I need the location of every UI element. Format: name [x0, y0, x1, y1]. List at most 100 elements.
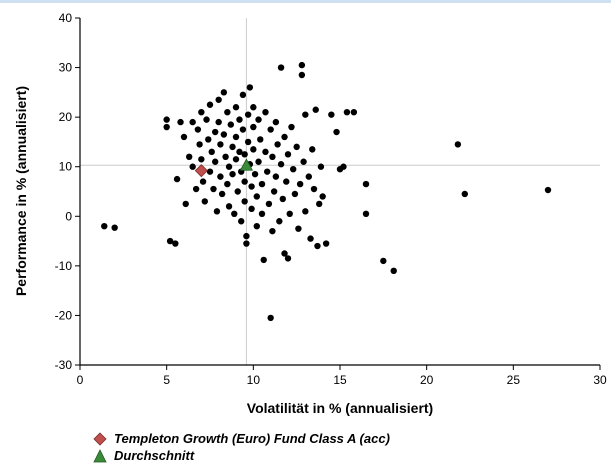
scatter-point: [194, 126, 202, 133]
x-tick-label: 0: [77, 373, 84, 387]
scatter-point: [269, 153, 276, 160]
scatter-point: [224, 108, 231, 116]
scatter-chart: 0 5 10 15 20 25 30 -30 -20 -10 0 10 20 30 40 Volatilit…: [13, 11, 607, 416]
scatter-point: [272, 173, 280, 180]
scatter-point: [212, 128, 219, 136]
scatter-point: [277, 64, 285, 71]
scatter-point: [284, 151, 292, 158]
scatter-point: [284, 255, 292, 262]
scatter-point: [180, 133, 188, 141]
scatter-point: [291, 190, 299, 198]
scatter-point: [298, 61, 306, 69]
tick-labels: 0 5 10 15 20 25 30 -30 -20 -10 0 10 20 30 40: [55, 11, 607, 387]
scatter-point: [390, 267, 397, 275]
scatter-point: [300, 158, 307, 165]
scatter-point: [267, 314, 274, 322]
scatter-point: [333, 128, 340, 136]
scatter-point: [241, 178, 248, 185]
scatter-point: [201, 198, 208, 205]
scatter-point: [316, 200, 323, 208]
scatter-point: [302, 111, 309, 118]
scatter-point: [236, 148, 243, 156]
scatter-point: [283, 178, 290, 185]
scatter-point: [243, 240, 250, 247]
scatter-point: [253, 193, 260, 200]
scatter-point: [314, 242, 321, 250]
scatter-point: [317, 163, 325, 170]
scatter-point: [307, 235, 314, 242]
scatter-point: [229, 143, 236, 151]
scatter-point: [343, 108, 351, 116]
scatter-point: [544, 186, 552, 194]
x-tick-label: 15: [333, 373, 347, 387]
scatter-point: [227, 121, 234, 128]
scatter-point: [243, 232, 250, 240]
scatter-point: [210, 185, 217, 193]
scatter-point: [250, 146, 257, 153]
scatter-point: [241, 151, 248, 158]
scatter-point: [217, 173, 224, 180]
scatter-point: [224, 180, 231, 188]
scatter-point: [277, 161, 285, 168]
scatter-point: [217, 141, 224, 148]
x-tick-label: 20: [420, 373, 434, 387]
scatter-point: [286, 210, 293, 218]
y-tick-label: 20: [59, 110, 73, 124]
scatter-point: [239, 91, 247, 99]
legend-label-average: Durchschnitt: [114, 448, 195, 463]
scatter-point: [262, 148, 269, 156]
scatter-point: [189, 118, 196, 126]
scatter-point: [293, 143, 300, 151]
scatter-point: [260, 256, 267, 264]
scatter-point: [111, 224, 118, 231]
scatter-point: [362, 210, 370, 218]
scatter-point: [241, 198, 248, 205]
scatter-point: [305, 173, 312, 180]
fund-point: [194, 164, 208, 178]
scatter-point: [350, 108, 358, 116]
scatter-point: [380, 257, 387, 265]
scatter-point: [186, 153, 193, 160]
scatter-point: [246, 84, 254, 91]
scatter-point: [290, 165, 297, 173]
scatter-point: [163, 116, 170, 123]
scatter-point: [205, 136, 212, 143]
scatter-point: [222, 153, 229, 160]
y-tick-label: 40: [59, 11, 73, 25]
scatter-point: [461, 190, 468, 198]
scatter-point: [255, 116, 262, 123]
scatter-point: [172, 240, 179, 247]
scatter-point: [220, 89, 228, 96]
plot-area: [80, 18, 600, 365]
legend-item-fund: Templeton Growth (Euro) Fund Class A (ac…: [92, 430, 390, 447]
scatter-point: [198, 108, 205, 116]
scatter-point: [281, 133, 288, 141]
scatter-point: [270, 188, 278, 195]
scatter-point: [310, 185, 318, 193]
scatter-point: [212, 158, 219, 165]
scatter-point: [199, 178, 207, 185]
scatter-point: [272, 118, 280, 126]
scatter-point: [225, 163, 233, 170]
scatter-point: [281, 250, 288, 257]
scatter-point: [454, 141, 462, 148]
scatter-point: [340, 163, 347, 170]
scatter-point: [166, 237, 174, 245]
scatter-point: [208, 148, 215, 156]
scatter-point: [101, 223, 108, 230]
scatter-point: [288, 123, 295, 131]
scatter-point: [198, 156, 205, 163]
y-tick-label: 10: [59, 160, 73, 174]
scatter-point: [192, 185, 200, 193]
scatter-point: [206, 101, 214, 108]
scatter-point: [196, 141, 203, 148]
scatter-point: [250, 123, 257, 131]
y-tick-label: -20: [55, 308, 73, 322]
scatter-point: [264, 168, 271, 175]
scatter-point: [232, 104, 240, 111]
x-tick-label: 30: [593, 373, 607, 387]
scatter-point: [296, 180, 304, 188]
y-axis-title: Performance in % (annualisiert): [13, 86, 29, 296]
scatter-point: [229, 170, 236, 178]
scatter-point: [232, 156, 240, 163]
